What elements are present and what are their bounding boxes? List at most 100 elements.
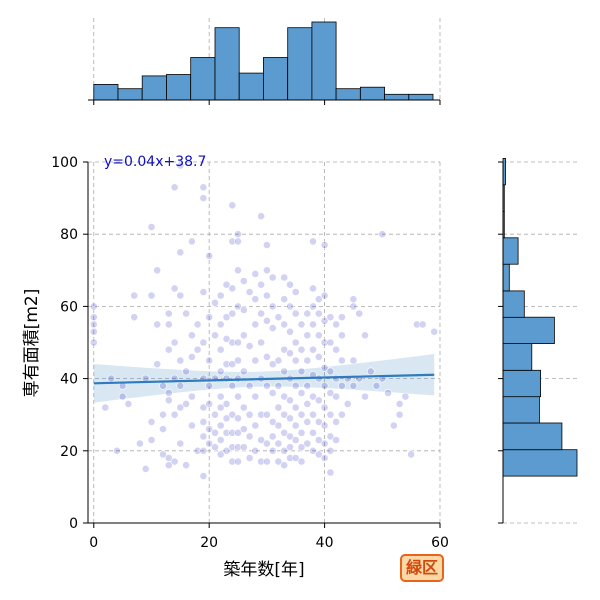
scatter-point <box>297 428 306 437</box>
scatter-point <box>361 392 369 401</box>
scatter-point <box>303 417 312 426</box>
x-marginal-histogram <box>88 18 441 105</box>
scatter-point <box>205 251 214 260</box>
scatter-point <box>164 309 173 318</box>
scatter-point <box>222 313 231 322</box>
scatter-point <box>234 230 242 239</box>
scatter-point <box>234 302 242 311</box>
scatter-point <box>257 338 265 347</box>
scatter-point <box>326 338 335 347</box>
scatter-point <box>257 436 265 444</box>
scatter-point <box>291 288 300 296</box>
scatter-point <box>211 410 219 419</box>
scatter-point <box>170 457 179 466</box>
scatter-point <box>286 327 294 336</box>
scatter-point <box>205 381 214 390</box>
scatter-point <box>262 291 271 300</box>
scatter-point <box>176 439 185 448</box>
scatter-point <box>326 446 335 455</box>
scatter-point <box>182 367 190 376</box>
scatter-point <box>366 367 375 376</box>
scatter-point <box>280 273 289 282</box>
y-hist-bar <box>502 316 555 345</box>
scatter-point <box>251 392 260 401</box>
scatter-point <box>239 367 248 376</box>
scatter-point <box>372 381 381 390</box>
scatter-point <box>234 443 242 452</box>
scatter-point <box>332 417 340 426</box>
x-hist-bar <box>262 57 288 101</box>
scatter-point <box>268 324 277 332</box>
scatter-point <box>337 331 346 340</box>
scatter-point <box>118 392 127 401</box>
scatter-point <box>234 457 242 466</box>
scatter-point <box>326 389 335 397</box>
scatter-point <box>211 443 219 452</box>
scatter-point <box>216 320 225 329</box>
scatter-point <box>89 320 98 329</box>
scatter-point <box>239 306 248 314</box>
scatter-point <box>245 410 254 419</box>
scatter-point <box>314 331 323 340</box>
scatter-point <box>228 457 237 466</box>
scatter-point <box>303 331 312 340</box>
scatter-point <box>228 360 237 369</box>
scatter-point <box>286 443 294 452</box>
scatter-point <box>286 432 294 441</box>
y-hist-bar <box>502 290 525 318</box>
y-hist-bar <box>502 263 510 292</box>
scatter-point <box>320 241 329 249</box>
scatter-point <box>326 410 335 419</box>
scatter-point <box>291 381 300 390</box>
scatter-point <box>291 436 300 444</box>
y-tick-label: 0 <box>69 516 78 532</box>
scatter-point <box>274 421 283 430</box>
x-hist-bar <box>287 27 313 101</box>
scatter-point <box>291 421 300 430</box>
scatter-point <box>332 320 340 329</box>
scatter-point <box>297 457 306 466</box>
scatter-point <box>274 381 283 390</box>
scatter-point <box>176 356 185 365</box>
scatter-point <box>89 338 98 347</box>
scatter-point <box>234 237 242 246</box>
scatter-point <box>280 320 289 329</box>
scatter-point <box>291 356 300 365</box>
scatter-point <box>280 295 289 304</box>
x-hist-bar <box>335 88 361 101</box>
scatter-point <box>280 392 289 401</box>
scatter-point <box>314 436 323 444</box>
x-tick-label: 40 <box>316 535 334 551</box>
scatter-point <box>303 381 312 390</box>
scatter-point <box>205 439 214 448</box>
scatter-point <box>349 356 358 365</box>
scatter-point <box>309 284 317 293</box>
scatter-point <box>130 291 139 300</box>
scatter-point <box>216 392 225 401</box>
scatter-points <box>89 161 439 480</box>
x-hist-bar <box>141 75 167 101</box>
scatter-point <box>164 320 173 329</box>
scatter-point <box>193 320 202 329</box>
scatter-point <box>199 472 208 480</box>
scatter-point <box>309 446 317 455</box>
scatter-point <box>320 454 329 462</box>
scatter-point <box>228 201 237 210</box>
scatter-point <box>222 280 231 289</box>
scatter-point <box>135 439 144 448</box>
y-hist-bar <box>502 237 519 265</box>
scatter-point <box>395 410 404 419</box>
scatter-point <box>332 392 340 401</box>
scatter-point <box>355 309 364 318</box>
scatter-point <box>251 356 260 365</box>
scatter-point <box>326 313 335 322</box>
scatter-point <box>187 331 196 340</box>
x-hist-bar <box>166 74 192 101</box>
x-hist-bar <box>311 21 337 101</box>
scatter-point <box>89 327 98 336</box>
scatter-point <box>222 360 231 369</box>
scatter-point <box>147 417 156 426</box>
scatter-point <box>251 269 260 278</box>
scatter-point <box>228 284 237 293</box>
scatter-point <box>170 183 179 192</box>
